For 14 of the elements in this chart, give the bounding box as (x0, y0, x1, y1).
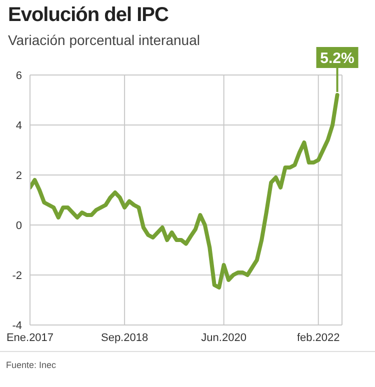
chart-subtitle: Variación porcentual interanual (8, 32, 200, 48)
y-tick-label: 2 (16, 170, 22, 182)
y-tick-label: 6 (16, 70, 22, 82)
y-tick-label: -2 (12, 270, 22, 282)
x-tick-label: Jun.2020 (201, 332, 246, 344)
y-tick-label: -4 (12, 320, 22, 332)
x-tick-label: Ene.2017 (6, 332, 54, 344)
y-tick-label: 0 (16, 220, 22, 232)
x-tick-label: feb.2022 (296, 332, 340, 344)
source-note: Fuente: Inec (6, 360, 56, 370)
chart-title: Evolución del IPC (8, 4, 168, 27)
annotation: 5.2% (320, 50, 354, 67)
x-tick-label: Sep.2018 (100, 332, 148, 344)
y-tick-label: 4 (16, 120, 22, 132)
